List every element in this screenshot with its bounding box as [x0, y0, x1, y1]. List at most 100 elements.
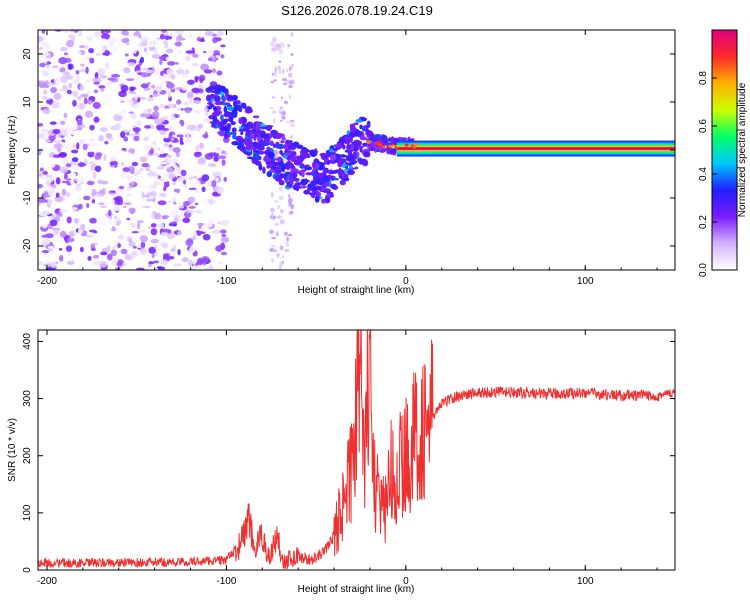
- spectrogram-trace-blob: [312, 168, 316, 174]
- spectrogram-noise-blob: [191, 62, 199, 67]
- spectrogram-noise-blob: [93, 81, 100, 85]
- spectrogram-trace-blob: [281, 136, 286, 141]
- spectrogram-noise-blob: [76, 51, 82, 55]
- spectrogram-noise-blob: [188, 259, 193, 267]
- spectrogram-stripe-blob: [274, 66, 277, 73]
- spectrogram-noise-blob: [182, 59, 189, 64]
- spectrogram-trace-blob: [355, 129, 360, 137]
- spectrogram-stripe-blob: [279, 261, 285, 265]
- spectrogram-noise-blob: [134, 93, 139, 100]
- spectrogram-noise-blob: [110, 249, 117, 257]
- spectrogram-ytick-label: -10: [22, 190, 33, 205]
- spectrogram-noise-blob: [212, 61, 216, 65]
- spectrogram-noise-blob: [172, 197, 176, 204]
- spectrogram-noise-blob: [207, 180, 212, 187]
- spectrogram-noise-blob: [49, 121, 57, 125]
- spectrogram-trace-blob: [256, 130, 262, 134]
- spectrogram-noise-blob: [84, 110, 94, 118]
- spectrogram-noise-blob: [159, 103, 165, 108]
- spectrogram-hot-spot: [414, 143, 419, 147]
- spectrogram-noise-blob: [167, 61, 176, 66]
- colorbar-tick-label: 0.8: [698, 71, 709, 85]
- spectrogram-noise-blob: [139, 156, 148, 163]
- spectrogram-noise-blob: [171, 139, 180, 143]
- spectrogram-noise-blob: [162, 127, 169, 131]
- spectrogram-noise-blob: [211, 229, 221, 234]
- spectrogram-noise-blob: [185, 69, 190, 75]
- spectrogram-noise-blob: [197, 123, 204, 129]
- spectrogram-noise-blob: [99, 127, 108, 132]
- spectrogram-noise-blob: [168, 251, 177, 256]
- spectrogram-noise-blob: [100, 93, 108, 101]
- spectrogram-trace-blob: [221, 102, 230, 106]
- spectrogram-noise-blob: [132, 80, 141, 84]
- spectrogram-noise-blob: [179, 136, 183, 144]
- spectrogram-noise-blob: [156, 166, 165, 170]
- spectrogram-noise-blob: [59, 75, 69, 83]
- spectrogram-noise-blob: [151, 166, 157, 174]
- spectrogram-trace-blob: [292, 141, 300, 147]
- spectrogram-noise-blob: [166, 167, 174, 173]
- spectrogram-trace-blob: [278, 179, 285, 186]
- spectrogram-trace-blob: [246, 156, 254, 160]
- spectrogram-trace-blob: [214, 95, 221, 102]
- spectrogram-noise-blob: [220, 251, 228, 256]
- spectrogram-noise-blob: [101, 180, 109, 185]
- spectrogram-noise-blob: [191, 265, 201, 269]
- spectrogram-noise-blob: [140, 241, 146, 249]
- spectrogram-trace-blob: [206, 102, 213, 105]
- spectrogram-noise-blob: [64, 186, 72, 191]
- spectrogram-noise-blob: [85, 234, 94, 238]
- spectrogram-noise-blob: [61, 188, 67, 196]
- spectrogram-noise-blob: [79, 102, 84, 110]
- spectrogram-trace-blob: [361, 134, 365, 141]
- spectrogram-trace-blob: [221, 85, 226, 93]
- spectrogram-noise-blob: [145, 186, 154, 193]
- spectrogram-trace-blob: [386, 148, 391, 155]
- spectrogram-trace-blob: [307, 187, 311, 191]
- snr-ytick-label: 100: [22, 504, 33, 521]
- spectrogram-noise-blob: [53, 92, 62, 101]
- spectrogram-noise-blob: [118, 185, 125, 190]
- spectrogram-noise-blob: [79, 84, 85, 92]
- spectrogram-stripe-blob: [269, 248, 275, 252]
- spectrogram-noise-blob: [148, 91, 153, 96]
- spectrogram-noise-blob: [172, 158, 178, 165]
- spectrogram-noise-blob: [184, 108, 192, 114]
- spectrogram-noise-blob: [130, 181, 135, 186]
- spectrogram-noise-blob: [129, 222, 136, 227]
- spectrogram-noise-blob: [126, 73, 135, 78]
- spectrogram-noise-blob: [150, 223, 157, 228]
- spectrogram-noise-blob: [123, 67, 131, 74]
- spectrogram-trace-blob: [339, 175, 343, 179]
- spectrogram-trace-blob: [249, 132, 255, 139]
- spectrogram-noise-blob: [124, 53, 129, 57]
- spectrogram-noise-blob: [185, 133, 190, 141]
- spectrogram-noise-blob: [151, 57, 155, 63]
- spectrogram-noise-blob: [58, 151, 67, 158]
- spectrogram-trace-blob: [252, 151, 260, 159]
- spectrogram-noise-blob: [192, 179, 201, 187]
- spectrogram-noise-blob: [91, 141, 99, 147]
- spectrogram-trace-blob: [228, 96, 236, 100]
- spectrogram-stripe-blob: [290, 135, 294, 139]
- spectrogram-noise-blob: [68, 64, 72, 70]
- spectrogram-noise-blob: [38, 36, 42, 44]
- spectrogram-noise-blob: [146, 97, 154, 102]
- spectrogram-noise-blob: [76, 119, 83, 126]
- spectrogram-noise-blob: [219, 229, 227, 234]
- spectrogram-trace-blob: [240, 146, 247, 152]
- spectrogram-trace-blob: [324, 181, 330, 187]
- spectrogram-noise-blob: [154, 70, 160, 76]
- spectrogram-noise-blob: [207, 163, 217, 168]
- spectrogram-noise-blob: [192, 100, 201, 105]
- spectrogram-noise-blob: [48, 134, 56, 141]
- spectrogram-noise-blob: [128, 91, 137, 95]
- spectrogram-noise-blob: [83, 45, 89, 50]
- spectrogram-noise-blob: [50, 86, 58, 94]
- spectrogram-trace-blob: [231, 140, 239, 146]
- spectrogram-noise-blob: [211, 68, 217, 74]
- spectrogram-noise-blob: [160, 70, 164, 76]
- spectrogram-stripe-blob: [285, 241, 289, 245]
- spectrogram-stripe-blob: [283, 82, 287, 86]
